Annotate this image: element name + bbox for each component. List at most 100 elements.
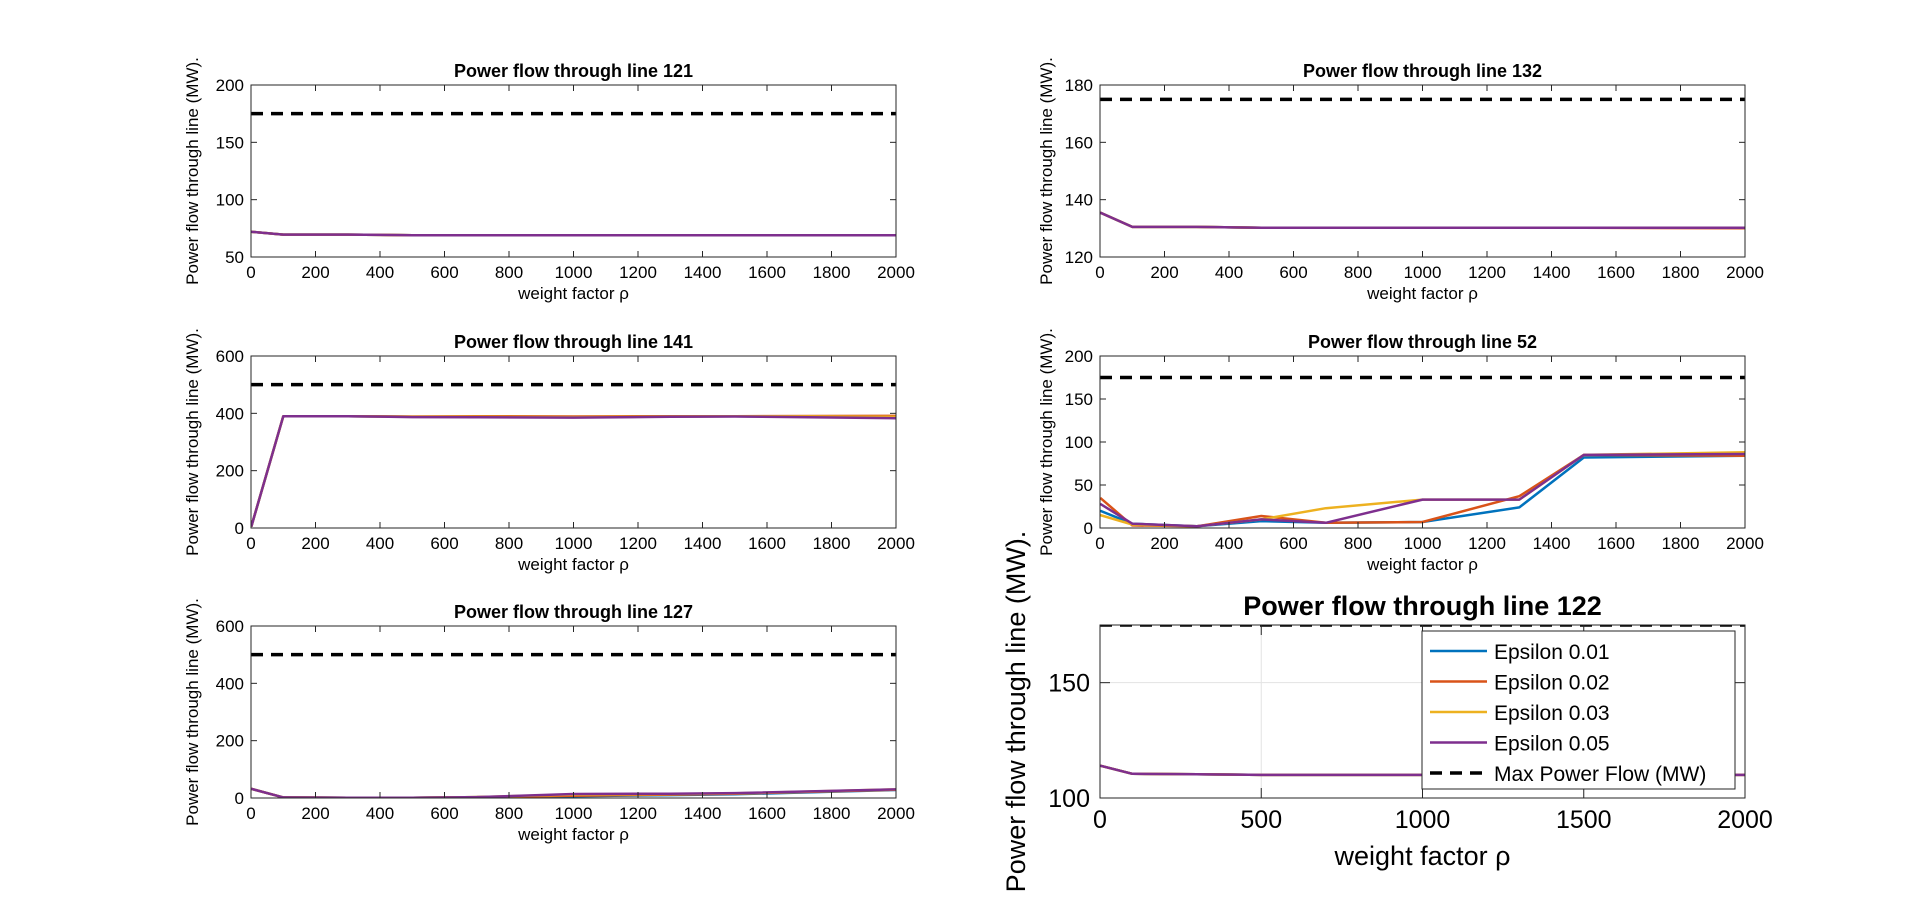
- x-tick-label: 0: [246, 804, 255, 823]
- y-tick-label: 600: [216, 617, 244, 636]
- x-tick-label: 1000: [555, 534, 593, 553]
- y-tick-label: 150: [1048, 669, 1090, 697]
- series-group: [1100, 375, 1745, 528]
- x-tick-label: 0: [1095, 263, 1104, 282]
- x-axis-label: weight factor ρ: [517, 284, 629, 303]
- x-tick-label: 1400: [684, 263, 722, 282]
- x-tick-label: 1800: [813, 804, 851, 823]
- y-tick-label: 200: [216, 732, 244, 751]
- x-tick-label: 1400: [684, 534, 722, 553]
- series-group: [251, 111, 896, 237]
- plot-area: [251, 626, 896, 798]
- x-tick-label: 200: [301, 804, 329, 823]
- x-tick-label: 1800: [1662, 534, 1700, 553]
- x-tick-label: 1600: [748, 534, 786, 553]
- x-tick-label: 1600: [748, 804, 786, 823]
- legend-label-2: Epsilon 0.02: [1494, 672, 1610, 695]
- x-tick-label: 200: [1150, 263, 1178, 282]
- chart-title: Power flow through line 127: [454, 602, 693, 622]
- x-tick-label: 800: [495, 263, 523, 282]
- legend: Epsilon 0.01 Epsilon 0.02 Epsilon 0.03 Epsi…: [1421, 630, 1736, 790]
- x-tick-label: 2000: [1717, 806, 1773, 834]
- x-tick-label: 1400: [1533, 263, 1571, 282]
- x-tick-label: 1800: [813, 534, 851, 553]
- y-tick-label: 160: [1065, 133, 1093, 152]
- x-tick-label: 1000: [1404, 263, 1442, 282]
- chart-1: 0 200 400 600 800 1000 1200 1400 1600 1800 2000 50 1…: [183, 57, 915, 303]
- y-tick-label: 0: [235, 789, 244, 808]
- chart-title: Power flow through line 122: [1243, 591, 1602, 621]
- y-tick-label: 50: [225, 248, 244, 267]
- chart-title: Power flow through line 132: [1303, 61, 1542, 81]
- y-tick-label: 400: [216, 404, 244, 423]
- y-tick-label: 0: [1084, 519, 1093, 538]
- x-tick-label: 200: [1150, 534, 1178, 553]
- x-tick-label: 2000: [1726, 263, 1764, 282]
- x-tick-label: 1200: [619, 263, 657, 282]
- x-tick-label: 1000: [1404, 534, 1442, 553]
- y-tick-label: 200: [1065, 347, 1093, 366]
- x-tick-label: 600: [1279, 263, 1307, 282]
- chart-3: 0 200 400 600 800 1000 1200 1400 1600 1800 2000 0 20…: [183, 328, 915, 574]
- series-line-4: [251, 414, 896, 527]
- y-tick-label: 150: [1065, 390, 1093, 409]
- y-axis-label: Power flow through line (MW).: [183, 328, 202, 556]
- x-axis-label: weight factor ρ: [1334, 841, 1511, 871]
- x-tick-label: 1200: [1468, 534, 1506, 553]
- x-tick-label: 1600: [1597, 534, 1635, 553]
- x-tick-label: 400: [366, 804, 394, 823]
- y-tick-label: 180: [1065, 76, 1093, 95]
- x-tick-label: 800: [495, 804, 523, 823]
- x-tick-label: 2000: [877, 263, 915, 282]
- legend-label-5: Max Power Flow (MW): [1494, 763, 1706, 786]
- x-tick-label: 1200: [1468, 263, 1506, 282]
- x-tick-label: 1600: [1597, 263, 1635, 282]
- chart-title: Power flow through line 121: [454, 61, 693, 81]
- y-tick-label: 400: [216, 674, 244, 693]
- x-tick-label: 0: [246, 534, 255, 553]
- chart-4: 0 200 400 600 800 1000 1200 1400 1600 1800 2000 0 50…: [1037, 328, 1764, 574]
- y-tick-label: 200: [216, 462, 244, 481]
- series-line-4: [251, 230, 896, 237]
- x-tick-label: 1200: [619, 804, 657, 823]
- plot-area: [251, 356, 896, 528]
- x-tick-label: 400: [1215, 534, 1243, 553]
- y-axis-label: Power flow through line (MW).: [1037, 57, 1056, 285]
- x-tick-label: 1500: [1556, 806, 1612, 834]
- plot-area: [251, 85, 896, 257]
- x-tick-label: 400: [366, 263, 394, 282]
- x-tick-label: 600: [430, 804, 458, 823]
- x-tick-label: 600: [1279, 534, 1307, 553]
- x-tick-label: 600: [430, 534, 458, 553]
- chart-title: Power flow through line 141: [454, 332, 693, 352]
- series-line-4: [1100, 211, 1745, 230]
- plot-area: [1100, 85, 1745, 257]
- x-tick-label: 1600: [748, 263, 786, 282]
- y-tick-label: 200: [216, 76, 244, 95]
- chart-title: Power flow through line 52: [1308, 332, 1537, 352]
- x-tick-label: 200: [301, 534, 329, 553]
- y-tick-label: 100: [1048, 785, 1090, 813]
- x-tick-label: 1000: [555, 263, 593, 282]
- x-tick-label: 1000: [555, 804, 593, 823]
- x-tick-label: 400: [1215, 263, 1243, 282]
- y-tick-label: 120: [1065, 248, 1093, 267]
- x-tick-label: 1800: [1662, 263, 1700, 282]
- x-tick-label: 0: [1095, 534, 1104, 553]
- x-tick-label: 2000: [877, 804, 915, 823]
- x-axis-label: weight factor ρ: [1366, 555, 1478, 574]
- y-tick-label: 150: [216, 133, 244, 152]
- x-axis-label: weight factor ρ: [517, 825, 629, 844]
- plot-area: [1100, 356, 1745, 528]
- legend-label-1: Epsilon 0.01: [1494, 641, 1610, 664]
- y-tick-label: 0: [235, 519, 244, 538]
- y-tick-label: 140: [1065, 191, 1093, 210]
- x-tick-label: 2000: [1726, 534, 1764, 553]
- legend-label-4: Epsilon 0.05: [1494, 733, 1610, 756]
- x-tick-label: 800: [1344, 534, 1372, 553]
- legend-label-3: Epsilon 0.03: [1494, 702, 1610, 725]
- series-line-4: [1100, 452, 1745, 528]
- x-tick-label: 800: [1344, 263, 1372, 282]
- x-tick-label: 0: [246, 263, 255, 282]
